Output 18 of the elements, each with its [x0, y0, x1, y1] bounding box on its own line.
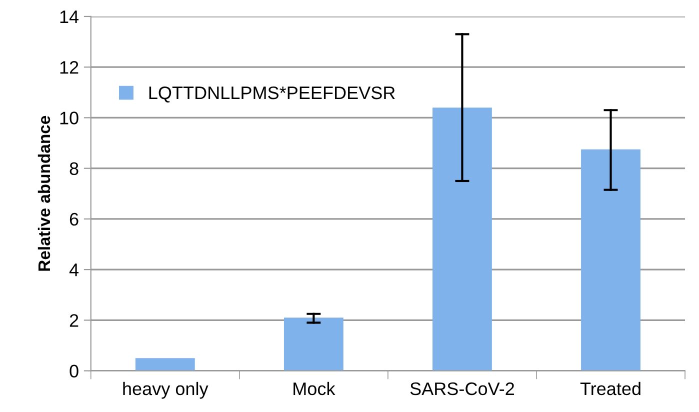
- x-tick-label: SARS-CoV-2: [410, 382, 514, 396]
- y-tick-label: 12: [60, 61, 78, 74]
- x-tick-label: Treated: [580, 382, 640, 396]
- bar: [284, 318, 344, 371]
- legend-label: LQTTDNLLPMS*PEEFDEVSR: [149, 86, 395, 102]
- y-tick-label: 4: [69, 264, 79, 276]
- y-tick-label: 0: [70, 364, 78, 378]
- y-tick-label: 8: [70, 162, 78, 176]
- y-tick-label: 14: [60, 10, 79, 24]
- y-tick-label: 2: [70, 314, 78, 327]
- y-axis-title: Relative abundance: [38, 116, 50, 271]
- x-tick-label: Mock: [294, 382, 336, 396]
- x-tick-label: heavy only: [123, 382, 208, 399]
- bar: [432, 108, 492, 371]
- bar: [135, 358, 195, 371]
- bar: [581, 149, 640, 371]
- y-tick-label: 10: [60, 112, 78, 124]
- y-tick-label: 6: [70, 212, 78, 226]
